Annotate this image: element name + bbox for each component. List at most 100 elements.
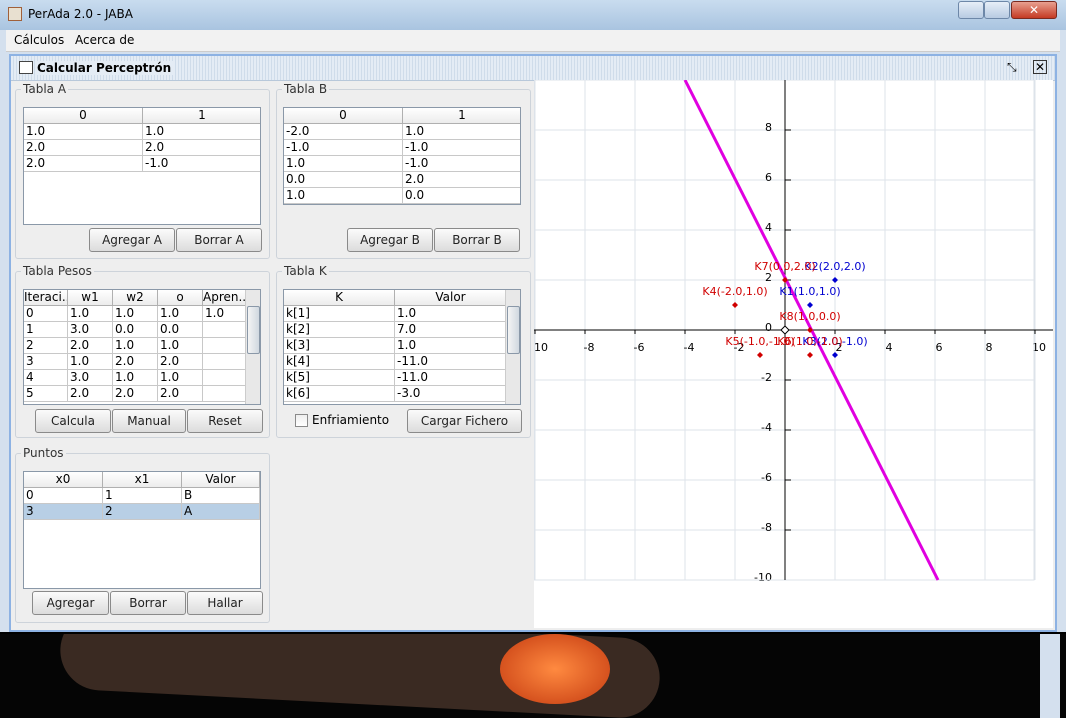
frame-restore[interactable]: ⤡ xyxy=(1007,60,1017,74)
button[interactable]: Calcula xyxy=(35,409,111,433)
table-cell[interactable]: 1.0 xyxy=(113,306,158,322)
table-cell[interactable]: 2.0 xyxy=(113,386,158,402)
table-cell[interactable]: A xyxy=(182,504,260,520)
table-cell[interactable]: 2.0 xyxy=(68,338,113,354)
minimize-button[interactable] xyxy=(958,1,984,19)
scroll-thumb[interactable] xyxy=(247,306,260,354)
table-cell[interactable]: 0 xyxy=(24,488,103,504)
table-cell[interactable]: 3.0 xyxy=(68,322,113,338)
table-cell[interactable]: 0.0 xyxy=(113,322,158,338)
table-cell[interactable]: 2.0 xyxy=(403,172,520,188)
window-title: PerAda 2.0 - JABA xyxy=(28,7,133,21)
point xyxy=(832,277,838,283)
table-cell[interactable]: 1.0 xyxy=(403,124,520,140)
table-cell[interactable]: 1.0 xyxy=(158,370,203,386)
table-cell[interactable]: 2 xyxy=(24,338,68,354)
table-cell[interactable]: 3 xyxy=(24,354,68,370)
table-cell[interactable]: 0.0 xyxy=(403,188,520,204)
button[interactable]: Agregar B xyxy=(347,228,433,252)
table-cell[interactable]: -11.0 xyxy=(395,370,507,386)
table-cell[interactable]: 2 xyxy=(103,504,182,520)
table-cell[interactable]: 2.0 xyxy=(24,156,143,172)
table-cell[interactable]: B xyxy=(182,488,260,504)
checkbox[interactable] xyxy=(295,414,308,427)
close-button[interactable]: ✕ xyxy=(1011,1,1057,19)
table-cell[interactable]: 1.0 xyxy=(158,306,203,322)
table-cell[interactable]: 3.0 xyxy=(68,370,113,386)
menu-item[interactable]: Acerca de xyxy=(75,33,135,47)
button[interactable]: Reset xyxy=(187,409,263,433)
button[interactable]: Agregar A xyxy=(89,228,175,252)
title-bar: PerAda 2.0 - JABA ✕ xyxy=(0,0,1066,30)
column-header: Valor xyxy=(182,472,260,488)
table-cell[interactable]: 1.0 xyxy=(143,124,260,140)
column-header: w2 xyxy=(113,290,158,306)
table-cell[interactable]: -1.0 xyxy=(284,140,403,156)
button[interactable]: Borrar xyxy=(110,591,186,615)
table-cell[interactable]: k[1] xyxy=(284,306,395,322)
table-cell[interactable]: -11.0 xyxy=(395,354,507,370)
table-cell[interactable] xyxy=(203,386,248,402)
table: 0 1 -2.0 1.0 -1.0 -1.0 1.0 -1.0 0.0 2.0 1.0 0.0 xyxy=(283,107,521,205)
column-header: Valor xyxy=(395,290,507,306)
table-cell[interactable]: 1.0 xyxy=(284,156,403,172)
table-cell[interactable] xyxy=(203,354,248,370)
table-cell[interactable]: -1.0 xyxy=(403,140,520,156)
frame-close[interactable]: ✕ xyxy=(1033,60,1047,74)
table-cell[interactable]: 2.0 xyxy=(68,386,113,402)
y-tick-label: -8 xyxy=(761,521,772,534)
button[interactable]: Hallar xyxy=(187,591,263,615)
table-cell[interactable]: 1.0 xyxy=(395,306,507,322)
panel: Tabla Pesos xyxy=(15,264,270,438)
table-cell[interactable]: k[3] xyxy=(284,338,395,354)
table-cell[interactable]: 2.0 xyxy=(143,140,260,156)
table-cell[interactable]: 0.0 xyxy=(158,322,203,338)
table-cell[interactable]: 0 xyxy=(24,306,68,322)
table-cell[interactable]: -1.0 xyxy=(403,156,520,172)
scroll-thumb[interactable] xyxy=(507,306,520,354)
table-cell[interactable]: k[6] xyxy=(284,386,395,402)
maximize-button[interactable] xyxy=(984,1,1010,19)
table-cell[interactable]: 1.0 xyxy=(24,124,143,140)
table-cell[interactable]: 1.0 xyxy=(68,354,113,370)
table-cell[interactable]: 1 xyxy=(24,322,68,338)
table-cell[interactable]: 1.0 xyxy=(113,338,158,354)
table-cell[interactable]: k[5] xyxy=(284,370,395,386)
table-cell[interactable] xyxy=(203,322,248,338)
scrollbar[interactable] xyxy=(245,290,260,404)
table-cell[interactable]: 1.0 xyxy=(284,188,403,204)
table-cell[interactable]: 0.0 xyxy=(284,172,403,188)
button[interactable]: Borrar A xyxy=(176,228,262,252)
button[interactable]: Manual xyxy=(112,409,186,433)
table-cell[interactable]: 2.0 xyxy=(158,386,203,402)
table-cell[interactable]: 1 xyxy=(103,488,182,504)
table-cell[interactable]: 5 xyxy=(24,386,68,402)
table-cell[interactable] xyxy=(203,370,248,386)
scrollbar[interactable] xyxy=(505,290,520,404)
button[interactable]: Borrar B xyxy=(434,228,520,252)
table-cell[interactable]: 1.0 xyxy=(68,306,113,322)
y-tick-label: -2 xyxy=(761,371,772,384)
table-cell[interactable]: 1.0 xyxy=(113,370,158,386)
table-cell[interactable]: -2.0 xyxy=(284,124,403,140)
table-cell[interactable]: 1.0 xyxy=(203,306,248,322)
menu-item[interactable]: Cálculos xyxy=(14,33,65,47)
table-cell[interactable]: 2.0 xyxy=(158,354,203,370)
table-cell[interactable]: 1.0 xyxy=(158,338,203,354)
table-cell[interactable]: 2.0 xyxy=(113,354,158,370)
point-label: K5(-1.0,-1.0) xyxy=(725,335,794,348)
button[interactable]: Agregar xyxy=(32,591,109,615)
table-cell[interactable] xyxy=(203,338,248,354)
table-cell[interactable]: 7.0 xyxy=(395,322,507,338)
origin xyxy=(780,325,790,335)
button[interactable]: Cargar Fichero xyxy=(407,409,522,433)
table-cell[interactable]: 2.0 xyxy=(24,140,143,156)
table-cell[interactable]: 3 xyxy=(24,504,103,520)
table-cell[interactable]: 1.0 xyxy=(395,338,507,354)
table-cell[interactable]: -1.0 xyxy=(143,156,260,172)
table-cell[interactable]: 4 xyxy=(24,370,68,386)
table-cell[interactable]: -3.0 xyxy=(395,386,507,402)
table-cell[interactable]: k[4] xyxy=(284,354,395,370)
table-cell[interactable]: k[2] xyxy=(284,322,395,338)
